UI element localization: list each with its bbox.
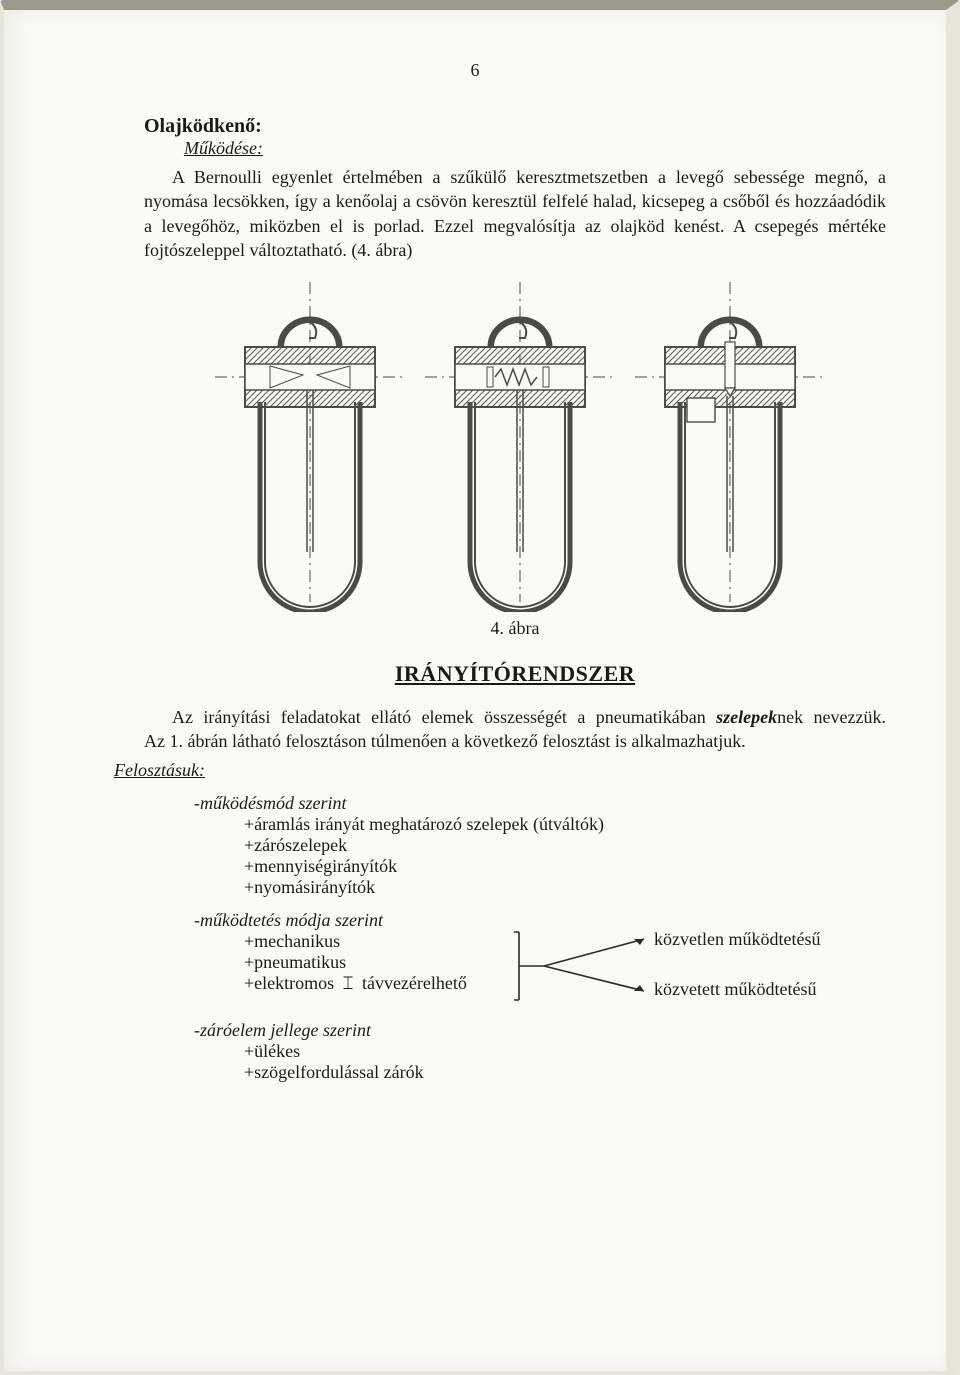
cat1-item: +mennyiségirányítók [244, 856, 886, 877]
oil-mist-body: A Bernoulli egyenlet értelmében a szűkül… [144, 165, 886, 262]
actuation-branching: közvetlen működtetésű közvetett működtet… [514, 927, 874, 1005]
cat-operation-mode: -működésmód szerint [194, 793, 886, 814]
cat3-item: +szögelfordulással zárók [244, 1062, 886, 1083]
figure-4-diagram [195, 272, 835, 612]
content: Olajködkenő: Működése: A Bernoulli egyen… [144, 115, 886, 1083]
control-system-title: IRÁNYÍTÓRENDSZER [144, 661, 886, 687]
classification-sub: Felosztásuk: [114, 760, 886, 781]
branch-indirect: közvetett működtetésű [654, 979, 816, 1000]
cat1-item: +áramlás irányát meghatározó szelepek (ú… [244, 814, 886, 835]
cat3-item: +ülékes [244, 1041, 886, 1062]
oil-mist-title: Olajködkenő: [144, 115, 886, 138]
oil-mist-sub: Működése: [184, 138, 886, 159]
branch-direct: közvetlen működtetésű [654, 929, 820, 950]
control-system-body: Az irányítási feladatokat ellátó elemek … [144, 705, 886, 754]
cat1-item: +nyomásirányítók [244, 877, 886, 898]
cat-closing-element: -záróelem jellege szerint [194, 1020, 886, 1041]
figure-4-caption: 4. ábra [144, 618, 886, 639]
page-number: 6 [471, 60, 480, 81]
cat1-item: +zárószelepek [244, 835, 886, 856]
classification-list: -működésmód szerint +áramlás irányát meg… [194, 793, 886, 1083]
